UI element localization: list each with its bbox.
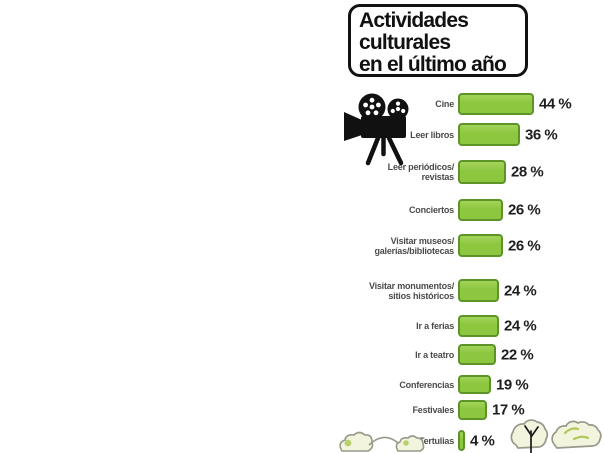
bar <box>458 234 503 257</box>
bar-label: Conciertos <box>408 205 454 215</box>
bar <box>458 430 465 451</box>
chart-title-box: Actividades culturales en el último año <box>348 4 528 77</box>
bar <box>458 279 499 302</box>
bar <box>458 160 506 184</box>
bar-value: 26 % <box>508 201 541 219</box>
bar-label: Visitar museos/galerías/bibliotecas <box>374 235 454 256</box>
bar-value: 24 % <box>504 317 537 335</box>
bar-value: 28 % <box>511 163 544 181</box>
film-camera-icon <box>344 93 409 166</box>
bar-label: Cine <box>435 99 454 109</box>
bar <box>458 375 491 394</box>
chart-title-line: Actividades <box>359 9 469 32</box>
bar-value: 22 % <box>501 346 534 363</box>
bar <box>458 400 487 420</box>
bar-value: 17 % <box>492 401 525 419</box>
sketch-trees-icon <box>339 431 425 452</box>
bar-label: Leer periódicos/revistas <box>387 162 455 182</box>
chart-title-line: culturales <box>359 31 451 54</box>
bar-label: Festivales <box>412 405 454 415</box>
bar-value: 26 % <box>508 237 541 254</box>
bar-value: 4 % <box>470 432 495 449</box>
bar-label: Visitar monumentos/sitios históricos <box>368 280 454 301</box>
bar-label: Ir a teatro <box>415 349 454 360</box>
bar-value: 24 % <box>504 282 537 299</box>
bar-label: Ir a ferias <box>416 321 454 331</box>
bar-label: Leer libros <box>410 129 454 140</box>
bar <box>458 344 496 365</box>
bar <box>458 199 503 221</box>
chart-title-line: en el último año <box>359 53 507 76</box>
sketch-trees-icon <box>510 419 602 453</box>
bar-label: Conferencias <box>399 379 454 390</box>
bar-value: 44 % <box>539 95 572 113</box>
bar-value: 36 % <box>525 126 558 143</box>
bar-value: 19 % <box>496 376 529 393</box>
bar <box>458 93 534 115</box>
bar <box>458 315 499 337</box>
bar-label: Tertulias <box>418 435 454 446</box>
bar <box>458 123 520 146</box>
